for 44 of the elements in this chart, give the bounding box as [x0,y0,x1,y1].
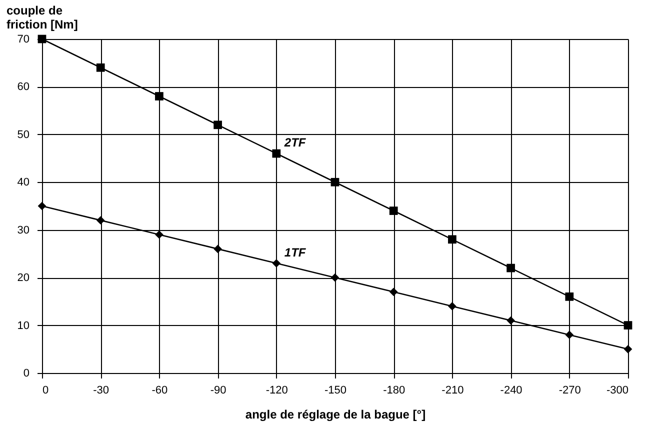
point [389,206,398,215]
x-tick-label: -90 [210,384,226,396]
point [155,92,164,100]
x-tick-label: -240 [500,384,522,396]
point [214,244,222,254]
x-tick-label: -180 [383,384,406,396]
y-tick-label: 20 [17,272,30,284]
point [330,273,340,282]
x-tick-label: -270 [558,384,581,396]
point [272,149,281,158]
point [155,230,164,239]
x-tick-label: -120 [266,384,288,396]
y-tick-label: 40 [17,176,30,189]
y-axis-title: couple de friction [Nm] [6,4,78,32]
point [96,216,105,224]
y-tick-label: 50 [17,128,30,141]
y-tick-label: 60 [17,81,30,94]
point [38,202,46,210]
x-axis-title: angle de réglage de la bague [°] [245,408,426,422]
point [506,316,515,325]
point [624,321,632,330]
series-label: 2TF [283,136,306,150]
y-tick-label: 10 [17,320,30,332]
x-tick-label: -210 [442,384,464,396]
point [624,344,632,354]
point [565,292,574,301]
series-label: 1TF [284,245,306,260]
y-tick-label: 70 [17,34,30,46]
point [389,288,398,296]
point [330,178,340,186]
point [96,63,105,72]
x-tick-label: -300 [606,384,628,396]
point [565,330,574,340]
x-tick-label: 0 [42,384,49,396]
y-tick-label: 30 [17,224,30,236]
point [506,264,515,272]
point [272,259,281,268]
point [448,235,456,244]
x-tick-label: -150 [324,384,347,396]
point [448,302,456,310]
point [214,120,222,130]
y-tick-label: 0 [23,368,30,380]
x-tick-label: -60 [152,384,168,396]
x-tick-label: -30 [93,384,110,396]
